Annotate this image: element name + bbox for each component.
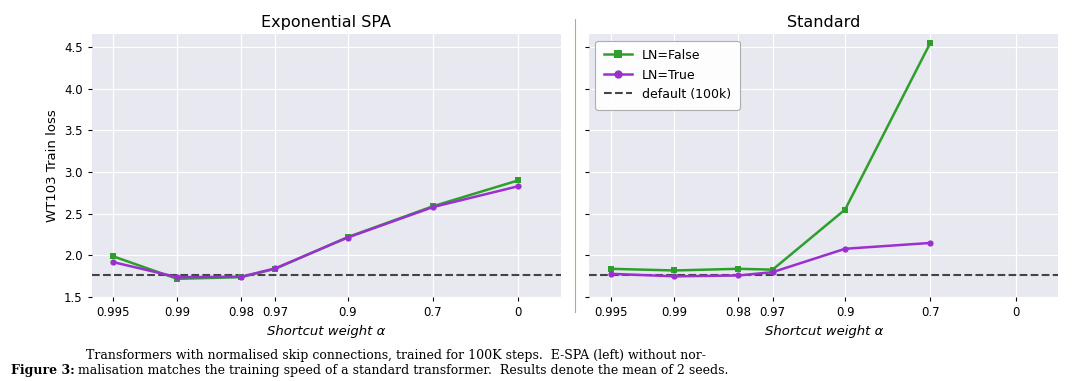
Text: Figure 3:: Figure 3: <box>11 364 75 377</box>
Legend: LN=False, LN=True, default (100k): LN=False, LN=True, default (100k) <box>595 40 740 110</box>
X-axis label: Shortcut weight α: Shortcut weight α <box>765 325 883 338</box>
X-axis label: Shortcut weight α: Shortcut weight α <box>267 325 386 338</box>
Text: Transformers with normalised skip connections, trained for 100K steps.  E-SPA (l: Transformers with normalised skip connec… <box>78 349 728 377</box>
Y-axis label: WT103 Train loss: WT103 Train loss <box>45 109 58 222</box>
Title: Exponential SPA: Exponential SPA <box>261 15 391 30</box>
Title: Standard: Standard <box>787 15 861 30</box>
